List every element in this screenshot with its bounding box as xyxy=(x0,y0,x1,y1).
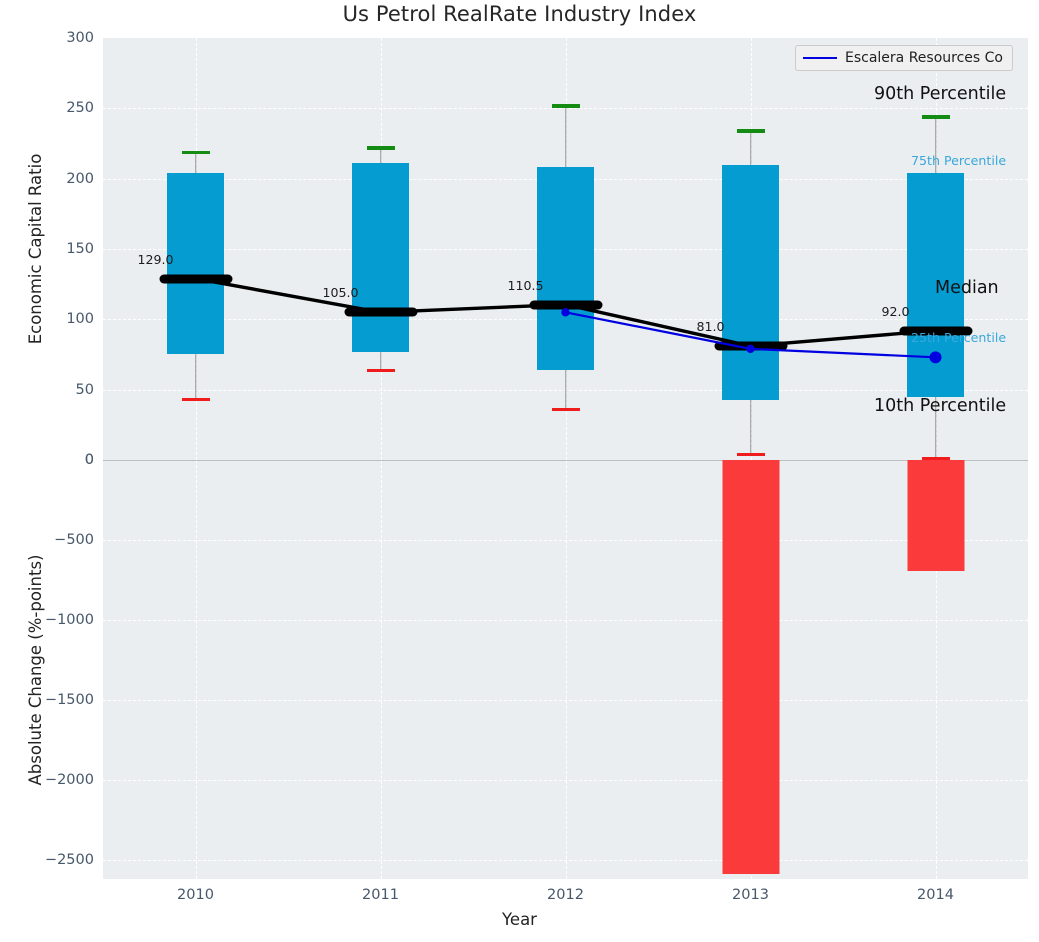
box-interquartile-range xyxy=(722,164,779,400)
chart-legend[interactable]: Escalera Resources Co xyxy=(795,45,1013,71)
negative-change-bar xyxy=(907,460,964,572)
annotation-median: Median xyxy=(935,278,999,298)
legend-series-label: Escalera Resources Co xyxy=(845,50,1003,66)
median-value-label: 81.0 xyxy=(696,319,725,335)
gridline-vertical xyxy=(935,460,937,879)
median-bar xyxy=(159,274,232,284)
x-axis-tick-label: 2010 xyxy=(177,887,214,903)
y-axis-bottom-tick-label: −1000 xyxy=(44,611,94,628)
y-axis-bottom-tick-label: 0 xyxy=(84,451,94,468)
whisker-cap-p10 xyxy=(921,457,950,461)
box-interquartile-range xyxy=(537,167,594,370)
x-axis-tick-label: 2012 xyxy=(547,887,584,903)
y-axis-top-tick-label: 300 xyxy=(66,29,94,46)
box-interquartile-range xyxy=(352,163,409,352)
x-axis-tick-label: 2014 xyxy=(917,887,954,903)
median-value-label: 92.0 xyxy=(881,303,910,319)
gridline-vertical xyxy=(380,460,382,879)
median-value-label: 110.5 xyxy=(507,277,544,293)
y-axis-bottom-tick-label: −500 xyxy=(54,531,94,548)
box-interquartile-range xyxy=(167,173,224,355)
whisker-cap-p90 xyxy=(551,104,580,108)
gridline-vertical xyxy=(565,460,567,879)
y-axis-bottom-tick-label: −2000 xyxy=(44,771,94,788)
y-axis-top-tick-label: 0 xyxy=(84,451,94,468)
annotation-75th-percentile: 75th Percentile xyxy=(911,153,1007,168)
gridline-vertical xyxy=(195,460,197,879)
median-bar xyxy=(529,300,602,310)
median-value-label: 129.0 xyxy=(137,251,174,267)
annotation-10th-percentile: 10th Percentile xyxy=(874,396,1007,416)
y-axis-bottom-label: Absolute Change (%-points) xyxy=(26,554,45,785)
whisker-cap-p10 xyxy=(736,452,765,457)
y-axis-top-label: Economic Capital Ratio xyxy=(26,153,45,345)
y-axis-top-tick-label: 150 xyxy=(66,240,94,257)
annotation-90th-percentile: 90th Percentile xyxy=(874,84,1007,104)
whisker-cap-p90 xyxy=(736,129,765,133)
x-axis-tick-label: 2013 xyxy=(732,887,769,903)
median-bar xyxy=(714,341,787,351)
x-axis-tick-label: 2011 xyxy=(362,887,399,903)
y-axis-top-tick-label: 200 xyxy=(66,170,94,187)
whisker-cap-p90 xyxy=(366,146,395,150)
zero-baseline xyxy=(103,460,1028,461)
median-value-label: 105.0 xyxy=(322,285,359,301)
whisker-cap-p10 xyxy=(181,398,210,402)
y-axis-top-tick-label: 250 xyxy=(66,100,94,117)
median-bar xyxy=(344,307,417,317)
whisker-cap-p10 xyxy=(551,407,580,412)
whisker-cap-p90 xyxy=(921,115,950,119)
y-axis-top-tick-label: 100 xyxy=(66,311,94,328)
x-axis-label: Year xyxy=(502,910,537,929)
annotation-25th-percentile: 25th Percentile xyxy=(911,330,1007,345)
chart-title: Us Petrol RealRate Industry Index xyxy=(342,2,697,26)
legend-line-swatch-icon xyxy=(803,57,837,59)
whisker-cap-p90 xyxy=(181,150,210,154)
y-axis-top-tick-label: 50 xyxy=(75,381,94,398)
negative-change-bar xyxy=(722,460,779,875)
y-axis-bottom-tick-label: −1500 xyxy=(44,691,94,708)
y-axis-bottom-tick-label: −2500 xyxy=(44,851,94,868)
whisker-cap-p10 xyxy=(366,368,395,372)
